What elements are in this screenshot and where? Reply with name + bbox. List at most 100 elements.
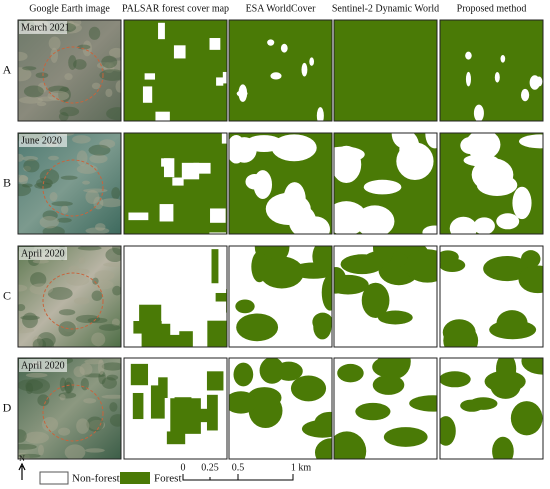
- texture: [97, 359, 105, 375]
- patch: [301, 62, 308, 77]
- column-header: Proposed method: [457, 3, 527, 14]
- scale-label: 0.25: [201, 462, 219, 473]
- texture: [101, 377, 117, 389]
- panel-border: [439, 132, 544, 235]
- patch: [361, 282, 390, 318]
- texture: [18, 153, 24, 162]
- patch: [483, 256, 531, 282]
- patch: [492, 436, 514, 459]
- date-label: March 2021: [21, 22, 70, 33]
- texture: [37, 96, 57, 102]
- texture: [85, 227, 110, 234]
- patch: [340, 254, 384, 275]
- patch: [440, 416, 456, 446]
- patch: [130, 363, 149, 386]
- panel-border: [123, 132, 228, 235]
- patch: [316, 107, 324, 121]
- patch: [440, 371, 471, 388]
- patch: [309, 57, 315, 66]
- texture: [42, 226, 65, 234]
- texture: [105, 88, 113, 98]
- panel: [229, 20, 332, 121]
- texture: [59, 106, 80, 117]
- texture: [59, 377, 67, 392]
- texture: [79, 363, 93, 376]
- texture: [73, 297, 90, 305]
- texture: [23, 159, 40, 173]
- date-label: June 2020: [21, 135, 62, 146]
- texture: [89, 419, 106, 431]
- date-label: April 2020: [21, 360, 65, 371]
- texture: [18, 429, 27, 443]
- texture: [78, 257, 86, 264]
- texture: [87, 317, 108, 324]
- patch: [334, 145, 362, 183]
- texture: [62, 321, 78, 333]
- scale-label: 1 km: [291, 462, 312, 473]
- patch: [238, 84, 248, 102]
- texture: [22, 66, 37, 71]
- column-header: PALSAR forest cover map: [122, 3, 229, 14]
- panel: [334, 246, 437, 347]
- texture: [77, 246, 102, 251]
- patch: [155, 111, 170, 121]
- texture: [32, 338, 47, 347]
- north-label: N: [19, 454, 25, 463]
- texture: [18, 303, 26, 312]
- legend-label: Non-forest: [72, 473, 120, 485]
- patch: [166, 431, 186, 445]
- texture: [18, 183, 32, 197]
- panel: [334, 358, 437, 459]
- texture: [50, 47, 59, 63]
- texture: [18, 174, 28, 185]
- panel: [229, 246, 332, 347]
- panel-border: [17, 357, 122, 460]
- texture: [80, 377, 89, 391]
- texture: [89, 154, 108, 164]
- texture: [84, 373, 105, 378]
- texture: [82, 180, 91, 185]
- patch: [363, 179, 402, 195]
- panel-border: [123, 19, 228, 122]
- patch: [158, 22, 165, 40]
- texture: [25, 378, 51, 394]
- texture: [18, 174, 29, 183]
- patch: [443, 323, 479, 347]
- scale-bar: [182, 474, 294, 481]
- texture: [47, 90, 70, 101]
- texture: [39, 168, 60, 185]
- texture: [108, 60, 121, 72]
- patch: [172, 177, 184, 186]
- texture: [36, 177, 53, 189]
- patch: [334, 201, 368, 234]
- patch: [314, 411, 332, 435]
- highlight-circle: [42, 159, 104, 217]
- texture: [91, 82, 101, 90]
- patch: [465, 71, 471, 87]
- patch: [267, 39, 275, 46]
- patch: [142, 86, 153, 103]
- patch: [312, 312, 332, 332]
- patch: [520, 88, 530, 102]
- patch: [496, 213, 520, 230]
- patch: [259, 256, 304, 289]
- panel: April 2020: [18, 358, 121, 459]
- panel-border: [123, 357, 228, 460]
- texture: [112, 285, 121, 296]
- patch: [494, 71, 500, 83]
- panel: [440, 20, 543, 121]
- texture: [58, 87, 71, 103]
- texture: [101, 362, 121, 371]
- panel: [124, 358, 227, 459]
- highlight-circle: [42, 384, 104, 442]
- panel-border: [228, 132, 333, 235]
- patch: [377, 358, 411, 379]
- texture: [106, 107, 121, 121]
- map-background: [334, 20, 437, 121]
- patch: [334, 431, 367, 459]
- texture: [73, 59, 87, 70]
- texture: [91, 290, 103, 302]
- texture: [66, 274, 90, 286]
- patch: [159, 204, 174, 222]
- patch: [355, 402, 391, 421]
